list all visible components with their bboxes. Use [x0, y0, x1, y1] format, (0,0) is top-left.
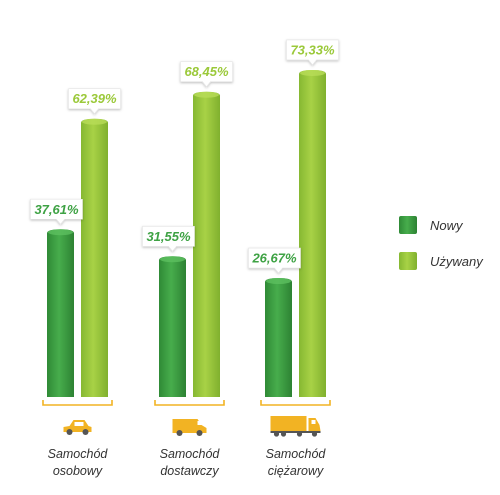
legend-label: Nowy: [430, 218, 464, 233]
truck-icon: [270, 416, 321, 437]
car-icon: [63, 420, 92, 435]
category-label: osobowy: [53, 464, 103, 478]
data-label-callout: 26,67%: [248, 247, 301, 274]
bar-nowy-0: [47, 229, 74, 397]
category-baseline: [260, 400, 331, 406]
bar-top-1-2: [300, 69, 325, 76]
data-label-callout: 68,45%: [180, 61, 233, 88]
data-label-callout: 73,33%: [286, 39, 339, 66]
data-labels-group: 37,61% 31,55% 26,67% 62,39% 68,45% 73,33%: [30, 39, 339, 274]
van-icon: [172, 419, 207, 436]
data-label-callout: 62,39%: [68, 88, 121, 115]
category-baseline: [42, 400, 113, 406]
category-label: Samochód: [48, 447, 109, 461]
bar-top-0-0: [48, 229, 73, 236]
legend-label: Używany: [430, 254, 484, 269]
bar-top-0-2: [266, 278, 291, 285]
data-label: 68,45%: [184, 64, 229, 79]
bar-nowy-2: [265, 278, 292, 397]
category-label: Samochód: [160, 447, 221, 461]
bar-nowy-1: [159, 256, 186, 397]
category-label: ciężarowy: [268, 464, 324, 478]
legend-swatch: [399, 216, 417, 234]
bar-uzywany-0: [81, 118, 108, 397]
bars-group: [47, 69, 326, 398]
category-baseline: [154, 400, 225, 406]
data-label: 73,33%: [290, 42, 335, 57]
data-label: 62,39%: [72, 91, 117, 106]
category-label: Samochód: [266, 447, 327, 461]
data-label: 31,55%: [146, 229, 191, 244]
legend: Nowy Używany: [399, 216, 484, 270]
data-label-callout: 37,61%: [30, 198, 83, 225]
legend-swatch: [399, 252, 417, 270]
bar-uzywany-2: [299, 69, 326, 398]
category-label: dostawczy: [160, 464, 219, 478]
bar-top-1-0: [82, 118, 107, 125]
legend-item: Nowy: [399, 216, 464, 234]
bar-uzywany-1: [193, 91, 220, 397]
bar-top-1-1: [194, 91, 219, 98]
category-axis: Samochód osobowy Samochód dostawczy Samochód…: [42, 400, 331, 478]
data-label: 26,67%: [251, 251, 297, 266]
legend-item: Używany: [399, 252, 484, 270]
bar-top-0-1: [160, 256, 185, 263]
data-label: 37,61%: [34, 202, 79, 217]
data-label-callout: 31,55%: [142, 225, 195, 252]
